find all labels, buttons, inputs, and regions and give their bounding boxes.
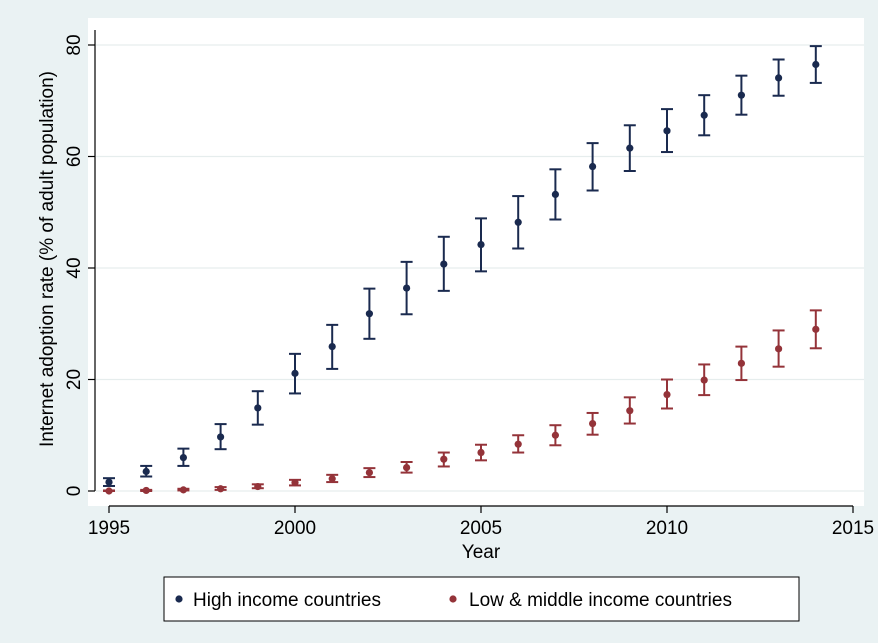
point-high-income	[254, 404, 262, 412]
point-low-middle-income	[365, 469, 373, 477]
point-high-income	[812, 60, 820, 69]
point-high-income	[328, 343, 336, 351]
point-high-income	[477, 240, 485, 249]
point-low-middle-income	[142, 486, 150, 495]
point-low-middle-income	[440, 455, 448, 463]
point-low-middle-income	[179, 486, 187, 494]
point-high-income	[105, 478, 113, 486]
point-high-income	[179, 453, 187, 462]
point-low-middle-income	[663, 390, 671, 399]
point-low-middle-income	[328, 475, 336, 483]
point-high-income	[589, 162, 597, 171]
x-tick-label: 2010	[646, 518, 688, 539]
y-tick-label: 60	[64, 146, 85, 167]
y-tick-label: 0	[64, 486, 85, 497]
point-low-middle-income	[700, 376, 708, 384]
point-high-income	[551, 190, 560, 199]
plot-region	[88, 18, 864, 506]
data-marks	[103, 45, 822, 495]
point-low-middle-income	[514, 440, 522, 448]
point-high-income	[142, 467, 150, 476]
x-tick-label: 2015	[832, 518, 874, 539]
point-low-middle-income	[105, 487, 113, 495]
legend-box	[163, 576, 800, 622]
point-low-middle-income	[737, 359, 746, 367]
y-tick-label: 20	[64, 369, 85, 390]
point-high-income	[514, 218, 522, 226]
point-high-income	[291, 369, 299, 377]
point-high-income	[217, 433, 225, 441]
series-high-income	[103, 45, 822, 487]
point-high-income	[663, 127, 671, 135]
point-low-middle-income	[812, 325, 820, 333]
x-tick-label: 2005	[460, 518, 502, 539]
point-low-middle-income	[551, 431, 560, 439]
series-low-middle-income	[103, 309, 822, 495]
y-tick-label: 80	[64, 34, 85, 55]
point-low-middle-income	[291, 479, 299, 487]
point-high-income	[365, 310, 373, 318]
legend-label-low-middle-income: Low & middle income countries	[469, 590, 732, 611]
point-low-middle-income	[254, 482, 262, 491]
legend-marker-low-middle-income	[449, 595, 457, 603]
point-low-middle-income	[626, 407, 634, 415]
point-low-middle-income	[775, 345, 783, 353]
point-high-income	[440, 260, 448, 268]
x-tick-label: 1995	[88, 518, 130, 539]
point-low-middle-income	[403, 463, 411, 472]
point-high-income	[700, 111, 708, 119]
legend: High income countries Low & middle incom…	[163, 576, 800, 622]
point-low-middle-income	[589, 419, 597, 428]
point-high-income	[737, 91, 746, 99]
point-low-middle-income	[477, 448, 485, 457]
x-axis-title: Year	[462, 542, 501, 563]
legend-label-high-income: High income countries	[193, 590, 381, 611]
y-axis-title: Internet adoption rate (% of adult popul…	[37, 71, 58, 447]
point-high-income	[403, 284, 411, 292]
y-tick-label: 40	[64, 257, 85, 278]
point-low-middle-income	[217, 485, 225, 493]
ticks: 0 20 40 60 80 1995 2000 2005 2010 2015	[64, 34, 874, 539]
legend-marker-high-income	[175, 595, 183, 603]
point-high-income	[775, 74, 783, 82]
x-tick-label: 2000	[274, 518, 316, 539]
point-high-income	[626, 144, 634, 152]
